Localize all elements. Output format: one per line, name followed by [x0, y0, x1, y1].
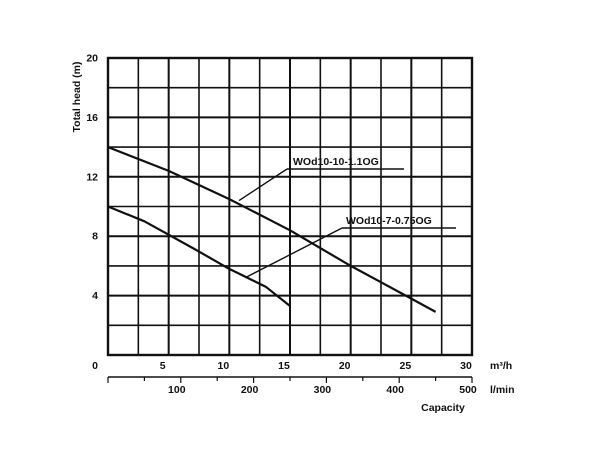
x-tick-label: 10	[217, 360, 229, 372]
y-tick-label: 12	[86, 171, 98, 183]
annotation-label: WOd10-7-0.75OG	[346, 215, 432, 227]
x2-axis-unit: l/min	[490, 384, 515, 396]
chart-grid	[108, 58, 472, 355]
x-tick-label: 30	[460, 360, 472, 372]
y-tick-label: 8	[92, 231, 98, 243]
y-tick-label: 16	[86, 112, 98, 124]
annotation-label: WOd10-10-1.1OG	[293, 156, 379, 168]
x-tick-labels: 5 10 15 20 25 30	[160, 360, 472, 372]
annotation-leaders	[238, 168, 456, 279]
y-tick-label: 20	[86, 53, 98, 65]
y-tick-label: 4	[92, 290, 98, 302]
x-axis-label: Capacity	[421, 402, 465, 414]
y-axis-label: Total head (m)	[71, 62, 83, 133]
x-axis-unit: m³/h	[490, 360, 512, 372]
x-tick-label: 5	[160, 360, 166, 372]
x2-tick-label: 300	[314, 384, 332, 396]
series-line-0	[107, 146, 437, 313]
chart-series	[107, 146, 437, 313]
annotation-labels: WOd10-10-1.1OG WOd10-7-0.75OG	[293, 156, 432, 227]
annotation-leader	[238, 168, 288, 202]
x2-tick-label: 100	[168, 384, 186, 396]
y-tick-label: 0	[92, 360, 98, 372]
x-tick-label: 25	[399, 360, 411, 372]
x2-tick-label: 500	[459, 384, 477, 396]
series-line-1	[107, 205, 291, 307]
x2-axis: 100 200 300 400 500	[107, 376, 477, 396]
x2-tick-label: 400	[386, 384, 404, 396]
y-tick-labels: 0 4 8 12 16 20	[86, 53, 98, 373]
annotation-leader	[244, 227, 343, 279]
x-tick-label: 20	[339, 360, 351, 372]
x-tick-label: 15	[278, 360, 290, 372]
x2-tick-label: 200	[241, 384, 259, 396]
